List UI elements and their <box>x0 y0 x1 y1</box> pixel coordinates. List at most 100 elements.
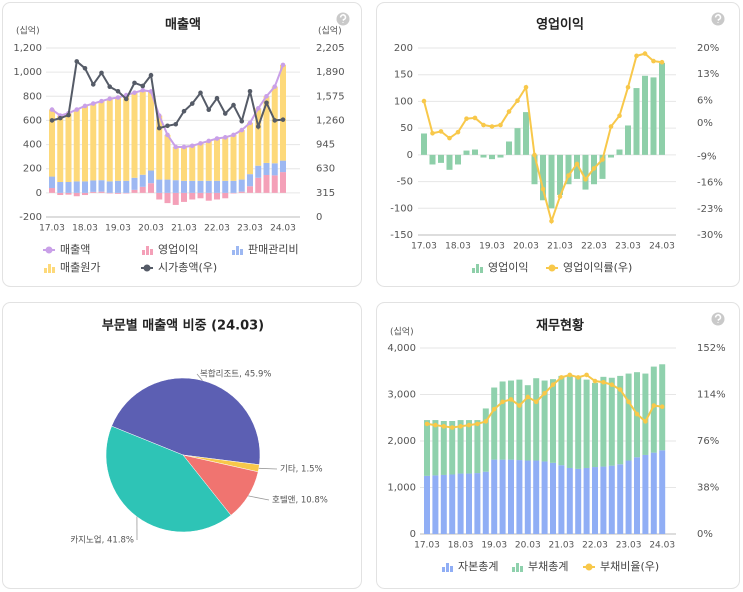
legend-icon <box>240 249 243 255</box>
legend-icon <box>44 268 47 273</box>
bar <box>558 375 565 466</box>
legend-icon <box>150 249 153 255</box>
bar <box>123 180 130 193</box>
chart-title: 영업이익 <box>536 17 584 33</box>
y-tick-label: -100 <box>390 203 413 214</box>
slice-label: 복합리조트, 45.9% <box>200 370 272 380</box>
pie-slice <box>111 377 261 465</box>
y-tick-label: 1,000 <box>387 483 416 494</box>
point <box>617 113 622 118</box>
bar <box>455 154 461 165</box>
point <box>498 122 503 128</box>
point <box>280 117 286 122</box>
bar <box>600 376 607 467</box>
x-tick-label: 24.03 <box>649 541 675 551</box>
legend-icon <box>52 267 55 273</box>
leader-line <box>196 373 203 381</box>
bar <box>531 154 538 185</box>
legend-icon <box>442 567 445 572</box>
bar <box>57 192 64 196</box>
x-tick-label: 22.03 <box>204 224 230 234</box>
point <box>255 106 261 111</box>
point <box>74 59 80 64</box>
bar <box>98 180 105 192</box>
legend-icon <box>232 250 235 255</box>
bar <box>575 376 582 469</box>
y-tick-label: 0 <box>410 529 416 540</box>
y2-tick-label: 2,205 <box>316 43 345 54</box>
bar <box>599 154 606 179</box>
bar <box>197 143 204 181</box>
help-icon[interactable] <box>711 312 725 326</box>
bar <box>625 125 631 155</box>
bar <box>49 188 55 193</box>
legend-item: 부채비율(우) <box>583 560 659 573</box>
point <box>583 176 588 182</box>
bar <box>222 192 229 199</box>
y2-tick-label: 152% <box>697 343 726 354</box>
bar <box>172 192 179 205</box>
point <box>264 93 269 99</box>
legend-icon <box>48 264 51 273</box>
bar <box>131 177 138 190</box>
help-icon[interactable] <box>711 12 725 26</box>
bar <box>181 146 187 181</box>
help-icon[interactable] <box>336 12 350 26</box>
point <box>132 80 137 86</box>
bar <box>550 462 556 534</box>
point <box>481 122 486 128</box>
point <box>165 123 170 129</box>
bar <box>516 379 523 461</box>
point <box>626 399 631 405</box>
y-tick-label: 0 <box>407 150 413 161</box>
y-tick-label: 800 <box>23 91 42 102</box>
chart-title: 부문별 매출액 비중 (24.03) <box>102 318 264 334</box>
y2-tick-label: 1,575 <box>316 91 345 102</box>
bar <box>230 192 237 194</box>
bar <box>466 420 472 474</box>
bar <box>172 180 179 193</box>
bar <box>600 466 607 534</box>
bar <box>608 465 615 534</box>
y-tick-label: 50 <box>400 123 413 134</box>
point <box>99 70 104 76</box>
bar <box>533 378 540 461</box>
legend-label: 부채비율(우) <box>600 560 659 573</box>
bar <box>633 88 640 155</box>
x-tick-label: 22.03 <box>581 242 607 252</box>
y-tick-label: 150 <box>394 70 413 81</box>
bar <box>156 192 163 200</box>
bar <box>230 134 237 181</box>
bar <box>650 366 657 453</box>
x-tick-label: 19.03 <box>105 224 131 234</box>
y2-tick-label: 114% <box>697 390 726 401</box>
point <box>574 161 580 167</box>
point <box>231 102 236 108</box>
point <box>533 399 539 405</box>
bar <box>541 461 548 534</box>
point <box>156 125 162 131</box>
bar <box>582 154 589 190</box>
bar <box>463 150 470 155</box>
bar <box>280 172 286 193</box>
bar <box>131 189 138 193</box>
bar <box>491 387 498 460</box>
bar <box>472 149 478 155</box>
bar <box>73 192 80 197</box>
point <box>222 135 228 140</box>
point <box>508 397 514 402</box>
y2-tick-label: 38% <box>697 483 719 494</box>
bar <box>205 192 212 201</box>
bar <box>123 192 130 194</box>
point <box>617 387 623 392</box>
bar <box>574 154 580 179</box>
legend-label: 자본총계 <box>458 560 498 573</box>
bar <box>123 95 130 181</box>
y2-tick-label: 20% <box>697 43 719 54</box>
legend-label: 판매관리비 <box>248 243 299 256</box>
bar <box>214 192 220 200</box>
bar <box>550 379 556 463</box>
bar <box>172 146 179 181</box>
legend-item: 시가총액(우) <box>141 261 217 274</box>
point <box>255 124 261 129</box>
